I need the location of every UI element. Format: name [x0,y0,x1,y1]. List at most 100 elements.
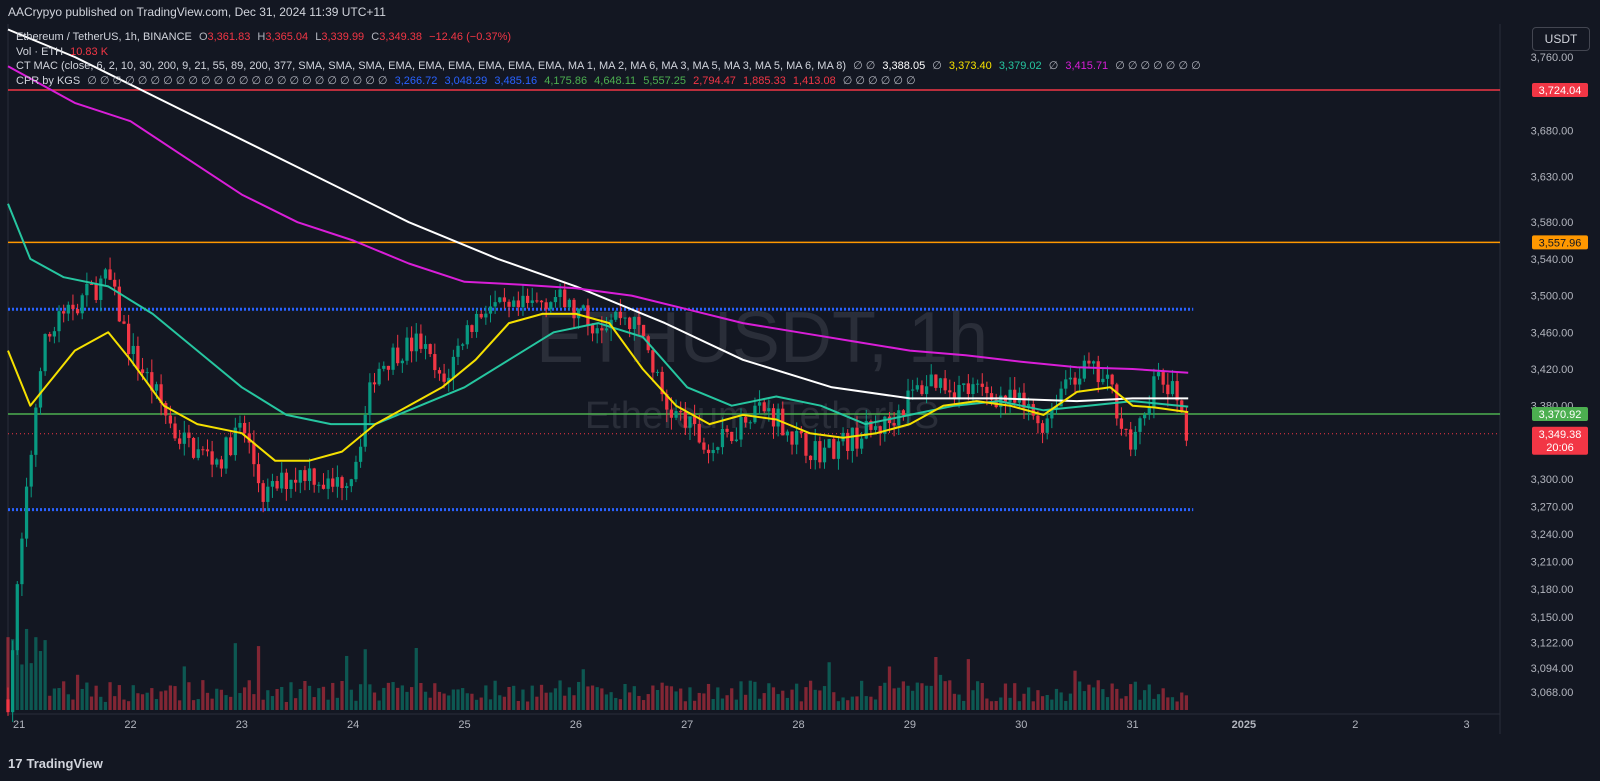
volume-bar [799,701,803,710]
price-axis[interactable]: 3,760.00 3,680.00 3,630.00 3,580.00 3,540.00… [1531,52,1574,699]
candle-body [1022,392,1026,408]
volume-bar [419,682,423,710]
candle-body [753,405,757,423]
volume-bar [860,680,864,710]
candle-body [354,461,358,480]
candle-body [307,468,312,482]
volume-bar [428,697,432,710]
volume-bar [1133,681,1137,710]
candle-body [1129,429,1133,450]
price-chart[interactable]: ETHUSDT, 1h Ethereum / TetherUS 3,760.00… [0,24,1600,750]
volume-bar [6,637,10,710]
symbol-legend-row[interactable]: Ethereum / TetherUS, 1h, BINANCE O3,361.… [16,30,1205,45]
candle-body [924,386,929,395]
candle-body [590,324,595,334]
volume-bar [358,684,363,710]
volume-bar [117,685,121,710]
volume-bar [586,686,590,710]
candle-body [1119,418,1124,429]
candle-body [637,316,641,325]
candle-body [145,372,149,374]
volume-bar [716,687,720,710]
ohlc-change: −12.46 (−0.37%) [429,31,512,43]
candle-body [586,305,590,325]
volume-bar [154,699,159,710]
volume-bar [289,682,293,710]
volume-bar [934,656,938,710]
moving-average-line [7,203,1189,426]
volume-bar [502,696,507,710]
volume-bar [465,693,469,710]
candle-body [470,325,474,332]
candle-body [966,383,970,394]
candle-body [952,392,957,400]
candle-body [1096,361,1100,383]
level-price-tag [1532,235,1588,250]
candle-body [62,311,66,314]
volume-bar [386,682,391,710]
volume-bar [451,689,455,710]
candle-body [762,402,766,412]
level-price-tag-label: 3,724.04 [1539,85,1582,97]
candle-body [572,299,576,319]
volume-bar [43,640,47,710]
volume-bar [307,685,312,710]
volume-bar [405,691,409,710]
volume-bar [164,690,168,710]
volume-bar [887,666,892,710]
cpr-empty-values: ∅ ∅ ∅ ∅ ∅ ∅ [842,74,916,87]
volume-legend-row[interactable]: Vol · ETH 10.83 K [16,45,1205,60]
ohlc-low: L3,339.99 [315,31,365,43]
candle-body [906,390,910,416]
volume-bar [57,688,61,710]
candle-body [623,317,627,319]
candle-body [423,344,428,349]
candle-body [154,384,159,391]
candle-body [618,311,623,319]
candle-body [108,269,112,280]
volume-bar [15,638,19,710]
volume-bar [734,699,738,710]
candle-body [229,437,233,456]
volume-bar [595,687,599,710]
candle-body [943,378,947,391]
cpr-value: 1,413.08 [792,74,836,87]
cpr-value: 3,266.72 [394,74,438,87]
volume-bar [1013,683,1017,710]
candle-body [340,477,344,488]
tradingview-brand[interactable]: 17 TradingView [8,752,103,776]
candle-body [349,479,353,487]
volume-bar [1101,689,1105,710]
currency-button[interactable]: USDT [1532,27,1590,51]
volume-bar [409,687,414,710]
candle-body [577,308,581,319]
ctmac-legend-row[interactable]: CT MAC (close, 6, 2, 10, 30, 200, 9, 21,… [16,59,1205,74]
candle-body [1156,372,1161,377]
candle-body [275,481,279,489]
candle-body [1175,381,1179,401]
volume-bar [187,682,191,710]
moving-average-line [7,312,1189,462]
candle-body [80,295,84,314]
volume-bar [1147,684,1151,710]
candle-body [382,365,386,369]
volume-bar [530,685,534,710]
candle-body [864,421,868,439]
candle-body [29,454,33,487]
volume-bar [952,693,957,710]
candle-body [270,481,275,487]
time-axis[interactable]: 21 22 23 24 25 26 27 28 29 30 31 2025 2 3 [13,719,1470,731]
volume-bar [1003,683,1008,710]
candle-body [860,438,864,449]
volume-bar [173,686,177,710]
volume-bar [855,696,859,710]
volume-bar [563,695,567,710]
volume-bar [785,697,790,710]
volume-bar [609,692,613,710]
volume-bar [331,682,335,710]
volume-bar [943,681,947,710]
cpr-legend-row[interactable]: CPR by KGS ∅ ∅ ∅ ∅ ∅ ∅ ∅ ∅ ∅ ∅ ∅ ∅ ∅ ∅ ∅… [16,74,1205,89]
volume-bar [377,700,381,710]
volume-bar [159,691,163,710]
candle-body [628,317,632,329]
